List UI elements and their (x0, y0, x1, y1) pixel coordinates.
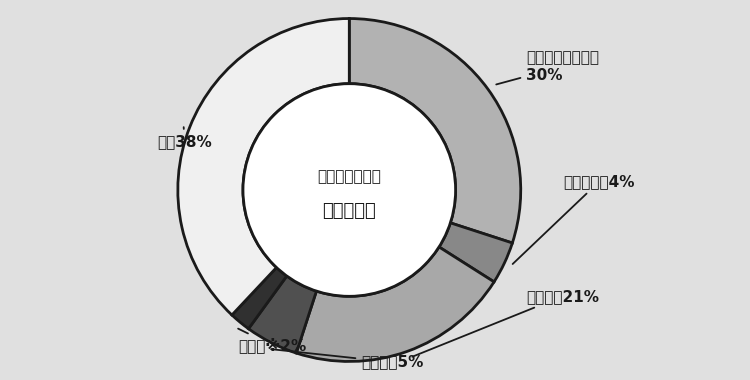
Circle shape (243, 84, 455, 296)
Wedge shape (350, 19, 520, 243)
Text: 口座振替21%: 口座振替21% (413, 289, 599, 357)
Text: 銀行振込5%: 銀行振込5% (271, 349, 423, 370)
Text: キャッシュレス: キャッシュレス (317, 169, 381, 184)
Wedge shape (296, 247, 494, 361)
Text: 電子マネー4%: 電子マネー4% (513, 174, 635, 264)
Text: 現金38%: 現金38% (158, 127, 212, 149)
Wedge shape (439, 223, 512, 282)
Wedge shape (248, 276, 316, 353)
Text: クレジットカード
30%: クレジットカード 30% (496, 50, 599, 84)
Wedge shape (232, 268, 286, 329)
Wedge shape (178, 19, 350, 315)
Text: その他※2%: その他※2% (238, 329, 307, 353)
Text: 決済６２％: 決済６２％ (322, 201, 376, 220)
